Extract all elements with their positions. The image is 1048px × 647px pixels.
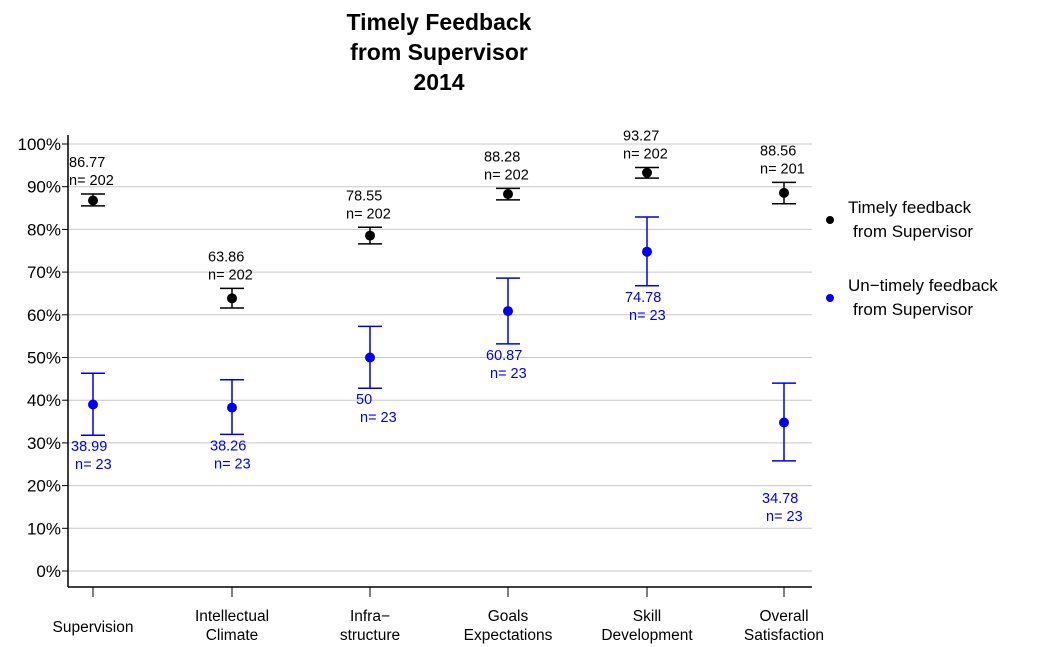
x-tick-label: Development bbox=[601, 627, 693, 644]
x-tick-label: Expectations bbox=[464, 627, 553, 644]
legend-label: from Supervisor bbox=[853, 222, 973, 241]
chart-title-line: 2014 bbox=[413, 69, 464, 95]
value-label: 50 bbox=[356, 392, 372, 408]
data-point bbox=[642, 246, 652, 257]
n-label: n= 202 bbox=[484, 167, 529, 183]
legend-marker bbox=[826, 294, 834, 302]
chart-title: Timely Feedback from Supervisor 2014 bbox=[347, 9, 532, 95]
n-label: n= 23 bbox=[214, 456, 251, 472]
x-tick-label: Intellectual bbox=[195, 608, 269, 625]
y-tick-label: 60% bbox=[27, 306, 61, 325]
y-tick-label: 10% bbox=[27, 519, 61, 538]
data-point bbox=[365, 230, 375, 241]
n-label: n= 23 bbox=[75, 457, 112, 473]
y-tick-label: 30% bbox=[27, 434, 61, 453]
chart-title-line: from Supervisor bbox=[350, 39, 528, 65]
value-label: 78.55 bbox=[346, 188, 382, 204]
chart-title-line: Timely Feedback bbox=[347, 9, 532, 35]
x-tick-label: Satisfaction bbox=[744, 627, 824, 644]
value-label: 93.27 bbox=[623, 128, 659, 144]
value-label: 88.28 bbox=[484, 149, 520, 165]
x-tick-label: structure bbox=[340, 627, 400, 644]
data-point bbox=[365, 352, 375, 363]
grid bbox=[68, 143, 812, 572]
series-timely: 86.77 n= 202 63.86 n= 202 78.55 n= 202 88.28 n=… bbox=[69, 128, 805, 309]
legend-marker bbox=[826, 216, 834, 224]
value-label: 74.78 bbox=[625, 290, 661, 306]
n-label: n= 201 bbox=[760, 161, 805, 177]
n-label: n= 202 bbox=[623, 146, 668, 162]
y-tick-label: 20% bbox=[27, 477, 61, 496]
x-tick-label: Goals bbox=[488, 608, 529, 625]
legend: Timely feedback from Supervisor Un−timely … bbox=[826, 198, 998, 319]
series: 86.77 n= 202 63.86 n= 202 78.55 n= 202 88.28 n=… bbox=[69, 128, 805, 524]
y-tick-label: 70% bbox=[27, 263, 61, 282]
data-point bbox=[88, 399, 98, 410]
value-label: 63.86 bbox=[208, 249, 244, 265]
x-tick-label: Infra− bbox=[350, 608, 390, 625]
n-label: n= 202 bbox=[69, 173, 114, 189]
x-tick-label: Overall bbox=[759, 608, 808, 625]
y-tick-label: 100% bbox=[18, 135, 61, 154]
data-point bbox=[779, 417, 789, 428]
y-tick-label: 40% bbox=[27, 391, 61, 410]
legend-label: from Supervisor bbox=[853, 300, 973, 319]
data-point bbox=[642, 167, 652, 178]
legend-label: Timely feedback bbox=[848, 198, 972, 217]
n-label: n= 23 bbox=[360, 410, 397, 426]
value-label: 38.26 bbox=[210, 438, 246, 454]
value-label: 38.99 bbox=[71, 439, 107, 455]
data-point bbox=[503, 189, 513, 200]
value-label: 88.56 bbox=[760, 143, 796, 159]
data-point bbox=[779, 187, 789, 198]
value-label: 86.77 bbox=[69, 155, 105, 171]
n-label: n= 202 bbox=[346, 206, 391, 222]
data-point bbox=[88, 195, 98, 206]
y-tick-label: 50% bbox=[27, 349, 61, 368]
y-tick-label: 80% bbox=[27, 220, 61, 239]
y-tick-label: 0% bbox=[36, 562, 61, 581]
x-tick-label: Supervision bbox=[53, 619, 134, 636]
value-label: 60.87 bbox=[486, 348, 522, 364]
n-label: n= 23 bbox=[629, 308, 666, 324]
value-label: 34.78 bbox=[762, 491, 798, 507]
y-tick-label: 90% bbox=[27, 178, 61, 197]
n-label: n= 202 bbox=[208, 267, 253, 283]
n-label: n= 23 bbox=[766, 509, 803, 525]
data-point bbox=[227, 402, 237, 413]
series-untimely: 38.99 n= 23 38.26 n= 23 50 n= 23 60.87 n= 23 74.… bbox=[71, 216, 803, 525]
axes: 0% 10% 20% 30% 40% 50% 60% 70% 80% 90% 100% Supervi… bbox=[18, 135, 824, 644]
x-tick-label: Skill bbox=[633, 608, 661, 625]
data-point bbox=[503, 306, 513, 317]
legend-label: Un−timely feedback bbox=[848, 276, 998, 295]
n-label: n= 23 bbox=[490, 366, 527, 382]
data-point bbox=[227, 293, 237, 304]
x-tick-label: Climate bbox=[206, 627, 259, 644]
